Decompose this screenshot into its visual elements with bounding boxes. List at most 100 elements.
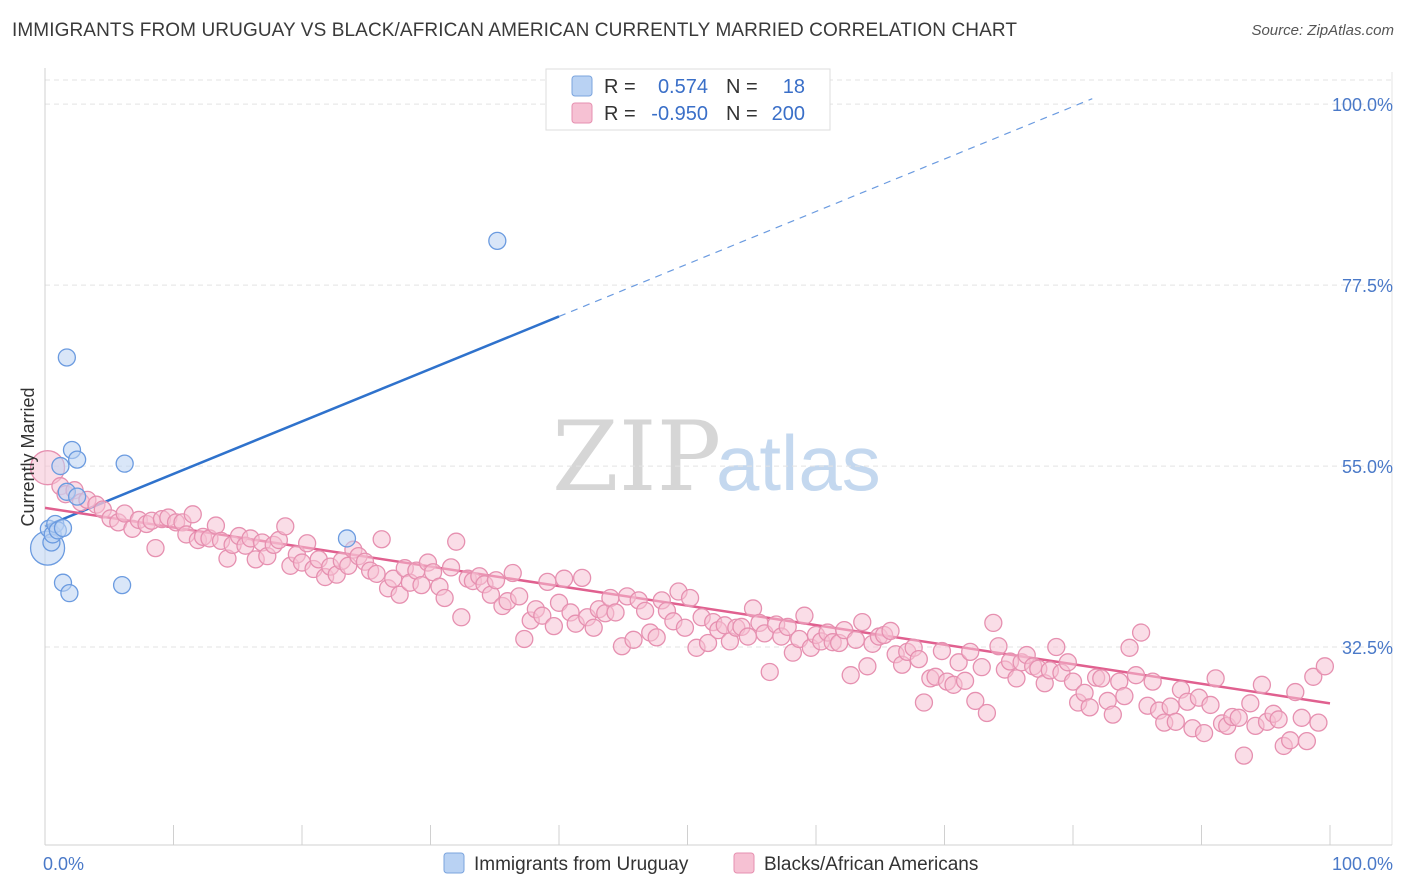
pink-point [932,641,952,661]
pink-point [841,666,860,685]
legend-swatch-blue [571,75,593,97]
pink-point [1080,698,1099,717]
pink-point [1304,667,1323,686]
pink-point [572,568,592,588]
y-tick-label: 32.5% [1342,638,1393,658]
pink-point [675,618,695,637]
blue-trend-extension [558,98,1093,318]
series-legend: Immigrants from Uruguay Blacks/African A… [443,852,978,875]
pink-point [584,618,603,637]
pink-point [738,627,758,646]
series-pink-points [29,450,1335,765]
blue-point [67,450,87,469]
pink-point [538,572,557,592]
blue-point [488,231,507,251]
blue-point [112,575,132,595]
pink-point [1297,731,1317,751]
pink-point [1166,712,1185,731]
pink-point [624,630,643,649]
pink-point [1047,637,1066,657]
pink-point [544,616,564,636]
y-tick-label: 55.0% [1342,457,1393,477]
pink-point [795,606,814,625]
chart-title: IMMIGRANTS FROM URUGUAY VS BLACK/AFRICAN… [12,20,1018,41]
pink-point [1252,675,1272,694]
pink-point [1063,672,1083,691]
legend-n-label-pink: N = [726,103,758,125]
stats-legend-box [545,68,831,131]
pink-point [853,612,872,632]
pink-point [1092,669,1111,688]
pink-point [183,505,202,524]
legend-n-value-pink: 200 [772,103,805,125]
pink-point [1292,708,1311,727]
pink-point [1143,672,1162,691]
pink-point [452,608,471,627]
pink-point [647,628,666,647]
pink-point [1161,697,1180,716]
pink-point [1269,710,1288,729]
pink-point [961,642,980,662]
pink-point [1241,694,1260,713]
watermark-zip: ZIP [552,401,721,513]
pink-point [441,558,461,577]
pink-point [914,693,934,712]
pink-point [372,530,391,549]
pink-point [1131,623,1151,642]
pink-point [503,563,522,583]
pink-point [977,703,997,723]
y-tick-label: 77.5% [1342,276,1393,296]
pink-point [146,538,165,558]
y-tick-label: 100.0% [1332,95,1393,115]
pink-point [1309,713,1328,732]
pink-point [533,606,552,625]
pink-point [447,532,466,551]
pink-point [1315,657,1335,676]
pink-point [510,587,529,606]
pink-point [989,637,1008,656]
pink-point [1007,669,1026,688]
stats-legend: R = 0.574 N = 18 R = -0.950 N = 200 [545,68,831,131]
blue-point [60,583,79,603]
x-tick-label-min: 0.0% [43,854,84,874]
pink-point [1120,638,1139,657]
legend-n-value-blue: 18 [783,76,805,98]
source-credit: Source: ZipAtlas.com [1251,22,1394,39]
pink-point [435,588,454,608]
pink-point [778,617,797,637]
pink-point [955,671,975,690]
pink-point [698,633,718,653]
pink-point [297,534,317,553]
blue-trend-line [44,315,560,528]
y-tick-labels: 100.0% 77.5% 55.0% 32.5% [1332,95,1393,658]
pink-point [554,569,574,588]
y-axis-title: Currently Married [18,387,38,526]
pink-point [606,603,625,622]
series-legend-swatch-pink [733,852,755,874]
pink-point [1229,708,1248,727]
blue-point [337,529,357,548]
legend-n-label-blue: N = [726,76,758,98]
pink-point [367,564,386,583]
gridlines [45,72,1393,845]
pink-point [680,588,700,608]
pink-point [760,662,779,682]
pink-point [1234,746,1254,765]
pink-point [276,517,295,536]
pink-point [515,629,534,649]
pink-point [972,657,991,677]
pink-point [1103,705,1122,724]
pink-point [486,571,506,590]
blue-point [57,348,76,367]
pink-point [1115,686,1134,706]
pink-point [390,585,409,604]
pink-point [1126,666,1146,685]
legend-r-value-blue: 0.574 [658,76,708,98]
pink-point [412,575,431,595]
legend-r-label-blue: R = [604,76,636,98]
pink-point [1281,731,1300,750]
x-tick-label-max: 100.0% [1332,854,1393,874]
pink-point [909,649,928,669]
x-tick-labels: 0.0% 100.0% [43,854,1393,874]
